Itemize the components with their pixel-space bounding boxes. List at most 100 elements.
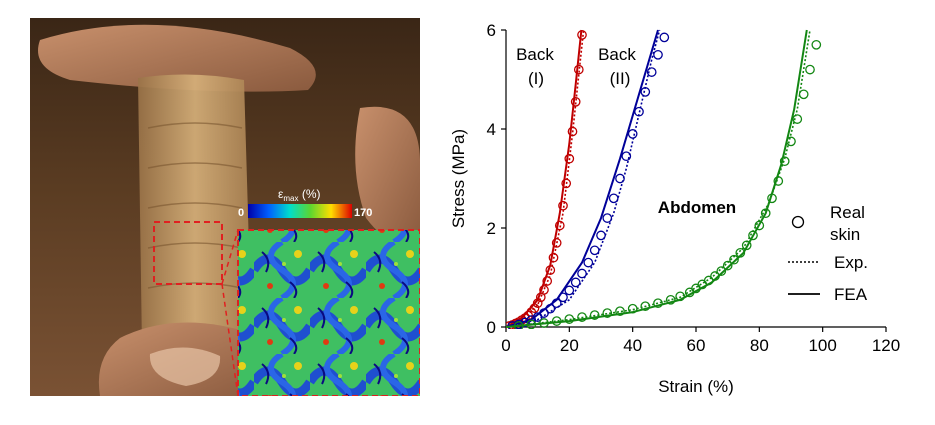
data-point-back2 <box>615 173 625 184</box>
data-point-abdomen <box>551 316 562 326</box>
data-point-back2 <box>589 245 600 256</box>
y-axis-label: Stress (MPa) <box>449 129 468 228</box>
legend-marker-circle <box>791 215 805 229</box>
data-point-back2 <box>551 298 562 309</box>
data-point-back2 <box>558 292 568 303</box>
data-point-abdomen <box>760 208 771 219</box>
data-point-back2 <box>545 303 556 314</box>
data-point-abdomen <box>675 291 686 302</box>
data-point-back1 <box>577 30 587 40</box>
x-tick-label: 0 <box>501 336 510 355</box>
fea-curve-abdomen <box>506 29 808 328</box>
data-point-back2 <box>570 277 581 288</box>
data-point-abdomen <box>665 294 676 305</box>
y-tick-label: 6 <box>487 21 496 40</box>
data-point-abdomen <box>792 114 803 124</box>
y-tick-label: 2 <box>487 219 496 238</box>
data-point-abdomen <box>710 271 720 281</box>
colorbar <box>248 204 352 218</box>
data-point-abdomen <box>640 301 651 312</box>
data-point-back2 <box>640 87 651 97</box>
data-point-back1 <box>532 298 543 309</box>
data-point-abdomen <box>798 89 809 100</box>
data-point-back1 <box>570 96 581 107</box>
series-label-abdomen: Abdomen <box>658 198 736 217</box>
data-point-abdomen <box>602 308 613 318</box>
data-point-back2 <box>564 285 575 296</box>
data-point-back2 <box>608 193 619 204</box>
colorbar-max-label: 170 <box>354 207 372 219</box>
data-point-back2 <box>659 32 670 43</box>
data-point-back2 <box>646 67 657 77</box>
legend: Real skin Exp. FEA <box>788 203 868 304</box>
data-point-abdomen <box>754 220 765 231</box>
x-axis-label: Strain (%) <box>658 377 734 396</box>
data-point-back1 <box>573 64 584 75</box>
data-point-back2 <box>627 129 638 139</box>
data-point-abdomen <box>703 275 714 286</box>
axes <box>505 30 886 328</box>
y-tick-label: 0 <box>487 318 496 337</box>
data-point-back1 <box>529 303 540 314</box>
data-point-abdomen <box>722 260 733 271</box>
data-point-abdomen <box>811 39 822 50</box>
skin-photo: εmax (%) 0 170 <box>30 18 420 396</box>
x-tick-label: 100 <box>808 336 836 355</box>
data-point-back1 <box>545 265 556 275</box>
exp-curve-back1 <box>506 29 585 328</box>
data-point-abdomen <box>767 193 777 204</box>
legend-label-fea: FEA <box>834 285 868 304</box>
data-point-abdomen <box>627 303 638 314</box>
data-point-abdomen <box>513 321 524 329</box>
data-point-back1 <box>551 238 562 248</box>
data-point-back1 <box>561 178 572 189</box>
data-point-abdomen <box>729 254 739 265</box>
data-point-abdomen <box>748 230 758 241</box>
legend-label-real: Real <box>830 203 865 222</box>
data-point-back2 <box>621 151 632 162</box>
data-point-back1 <box>554 220 565 231</box>
data-point-abdomen <box>786 136 796 147</box>
exp-curve-abdomen <box>506 29 811 328</box>
data-point-abdomen <box>539 318 549 328</box>
series-back1 <box>506 29 587 329</box>
data-point-abdomen <box>564 314 575 324</box>
data-point-abdomen <box>773 176 784 186</box>
x-tick-label: 20 <box>560 336 579 355</box>
data-point-abdomen <box>735 247 746 258</box>
data-point-back1 <box>564 153 575 164</box>
data-point-back2 <box>596 230 606 241</box>
stress-strain-chart: 0 20 40 60 80 100 120 0 2 4 6 Strain (%) Stress (M… <box>449 21 900 396</box>
colorbar-label: εmax (%) <box>278 187 320 203</box>
data-point-back2 <box>583 257 594 268</box>
data-point-abdomen <box>653 298 663 309</box>
x-tick-label: 120 <box>872 336 900 355</box>
data-point-back2 <box>634 106 644 117</box>
data-point-abdomen <box>589 310 600 320</box>
data-point-abdomen <box>779 156 790 167</box>
x-tick-label: 60 <box>687 336 706 355</box>
data-point-abdomen <box>716 266 727 276</box>
data-point-abdomen <box>741 240 752 251</box>
series-label-back2-sub: (II) <box>610 69 631 88</box>
data-point-back1 <box>539 285 549 295</box>
data-point-back2 <box>602 213 613 223</box>
data-point-abdomen <box>526 319 537 329</box>
series-label-back1: Back <box>516 45 554 64</box>
data-point-back1 <box>558 200 568 211</box>
series-abdomen <box>506 29 822 329</box>
data-point-back1 <box>542 276 553 286</box>
data-point-abdomen <box>615 306 625 317</box>
data-point-back2 <box>539 308 549 318</box>
data-point-back2 <box>653 49 663 60</box>
data-point-back1 <box>567 126 578 137</box>
legend-label-skin: skin <box>830 225 860 244</box>
series-back2 <box>506 29 670 329</box>
data-point-abdomen <box>577 312 587 322</box>
colorbar-min-label: 0 <box>238 207 244 219</box>
series-label-back2: Back <box>598 45 636 64</box>
y-tick-label: 4 <box>487 120 496 139</box>
legend-label-exp: Exp. <box>834 253 868 272</box>
data-point-back2 <box>577 268 587 279</box>
x-tick-label: 80 <box>750 336 769 355</box>
